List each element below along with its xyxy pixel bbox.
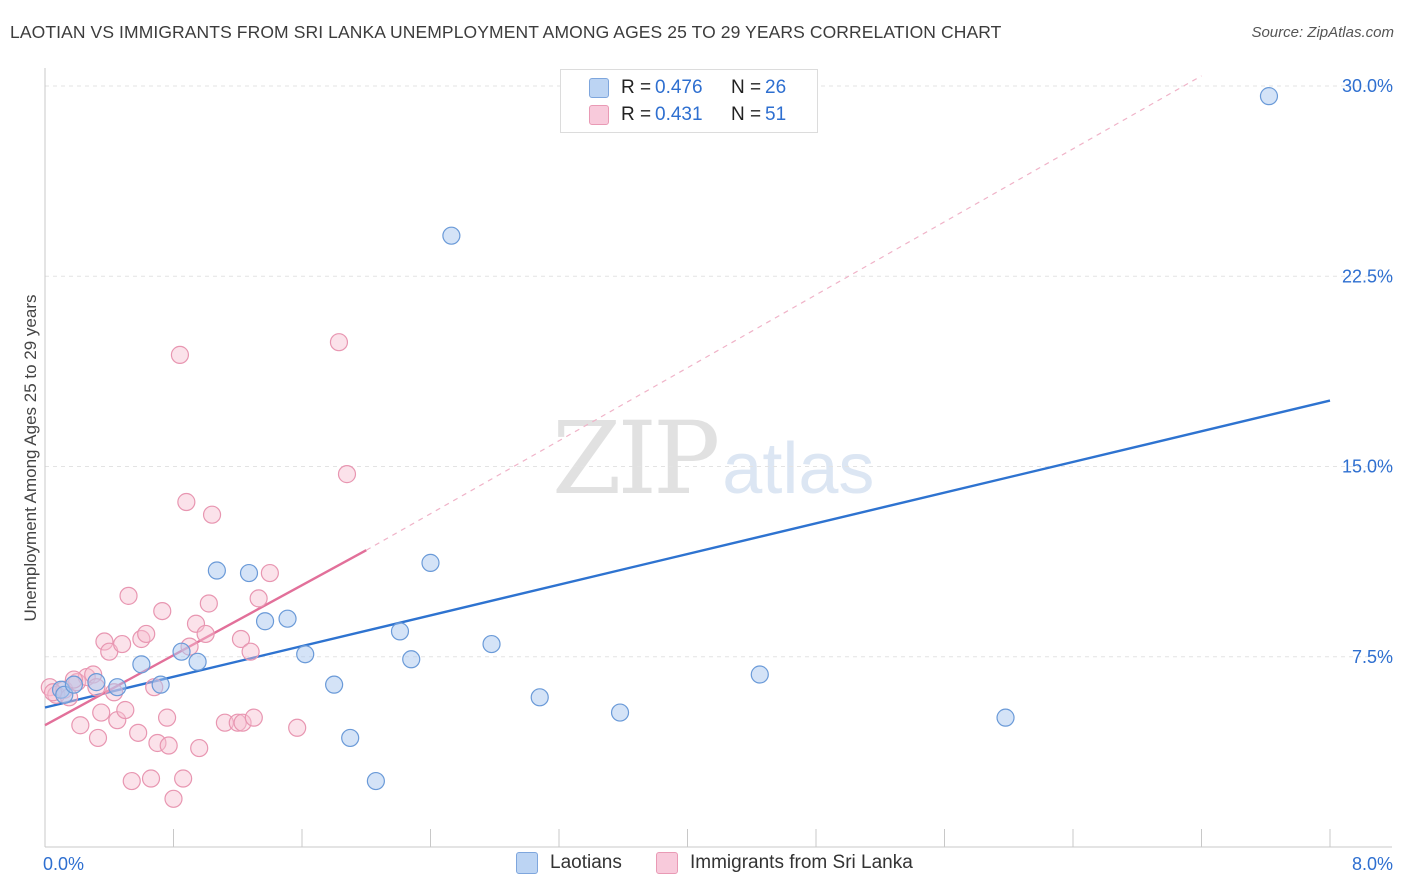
laotians-point: [151, 675, 170, 694]
laotians-point: [996, 708, 1015, 727]
srilanka-point: [329, 333, 349, 352]
r-label: R =: [621, 104, 652, 125]
correlation-legend: R = 0.476 N = 26 R = 0.431 N = 51: [560, 69, 818, 133]
srilanka-point: [241, 642, 260, 661]
laotians-point: [325, 675, 344, 694]
n-label: N =: [731, 104, 762, 125]
r-value-srilanka: 0.431: [655, 104, 703, 125]
chart-title: LAOTIAN VS IMMIGRANTS FROM SRI LANKA UNE…: [10, 22, 1002, 42]
y-tick-label: 30.0%: [1342, 76, 1393, 96]
legend-item-srilanka[interactable]: Immigrants from Sri Lanka: [656, 852, 913, 874]
srilanka-point: [112, 634, 132, 654]
srilanka-trend-line: [44, 549, 367, 727]
srilanka-point: [244, 708, 263, 727]
y-tick-label: 22.5%: [1342, 266, 1393, 286]
laotians-point: [482, 634, 501, 654]
srilanka-point: [159, 736, 178, 755]
srilanka-point: [337, 465, 357, 484]
legend-row-laotians: R = 0.476 N = 26: [561, 75, 817, 101]
srilanka-point: [132, 629, 151, 649]
srilanka-point: [137, 624, 156, 644]
tick-labels: 7.5% 15.0% 22.5% 30.0% 0.0% 8.0%: [43, 76, 1393, 874]
laotians-swatch: [589, 78, 609, 98]
srilanka-point: [153, 601, 172, 621]
laotians-point: [366, 771, 385, 791]
srilanka-point: [170, 345, 190, 364]
laotians-point: [132, 655, 151, 674]
srilanka-point: [119, 586, 138, 605]
srilanka-point: [116, 700, 135, 720]
laotians-point: [207, 561, 226, 580]
srilanka-point: [199, 594, 218, 613]
srilanka-point: [190, 738, 209, 758]
srilanka-point: [129, 723, 148, 742]
r-value-laotians: 0.476: [655, 77, 703, 98]
srilanka-legend-label: Immigrants from Sri Lanka: [690, 852, 913, 873]
srilanka-point: [231, 629, 251, 649]
n-label: N =: [731, 77, 762, 98]
srilanka-point: [228, 713, 247, 732]
laotians-point: [87, 673, 106, 692]
x-tick-label: 8.0%: [1352, 854, 1393, 874]
srilanka-point: [71, 716, 90, 735]
laotians-point: [442, 226, 461, 245]
laotians-point: [341, 728, 360, 748]
n-value-srilanka: 51: [765, 104, 787, 125]
laotians-point: [188, 652, 207, 671]
srilanka-point: [174, 769, 193, 788]
srilanka-point: [196, 624, 215, 644]
laotians-point: [296, 645, 315, 664]
laotians-point: [278, 609, 297, 628]
legend-row-srilanka: R = 0.431 N = 51: [561, 102, 817, 128]
data-points: [40, 87, 1279, 808]
srilanka-trend-extension: [365, 75, 1202, 551]
srilanka-point: [233, 713, 252, 732]
axes: [44, 68, 1392, 848]
laotians-point: [239, 563, 259, 583]
srilanka-point: [249, 589, 268, 608]
laotians-trend-line: [44, 399, 1331, 709]
srilanka-legend-swatch: [656, 852, 678, 874]
srilanka-point: [260, 563, 279, 583]
srilanka-point: [202, 505, 222, 524]
chart-source: Source: ZipAtlas.com: [1251, 24, 1394, 41]
laotians-point: [172, 642, 191, 661]
laotians-point: [1259, 87, 1279, 106]
srilanka-point: [88, 728, 108, 748]
srilanka-point: [122, 771, 141, 791]
srilanka-swatch: [589, 105, 609, 125]
laotians-legend-swatch: [516, 852, 538, 874]
srilanka-point: [148, 733, 167, 753]
srilanka-point: [157, 708, 177, 727]
laotians-legend-label: Laotians: [550, 852, 622, 873]
srilanka-point: [177, 492, 196, 512]
srilanka-point: [164, 789, 183, 808]
trend-lines: [44, 75, 1331, 727]
srilanka-point: [288, 718, 307, 737]
y-tick-label: 7.5%: [1352, 647, 1393, 667]
legend-item-laotians[interactable]: Laotians: [516, 852, 622, 874]
y-tick-label: 15.0%: [1342, 457, 1393, 477]
srilanka-point: [95, 632, 114, 651]
laotians-point: [255, 612, 275, 631]
y-axis-label: Unemployment Among Ages 25 to 29 years: [21, 295, 40, 622]
srilanka-point: [92, 703, 111, 722]
srilanka-point: [141, 769, 161, 788]
laotians-point: [402, 650, 421, 669]
r-label: R =: [621, 77, 652, 98]
laotians-point: [750, 665, 769, 684]
x-tick-label: 0.0%: [43, 854, 84, 874]
laotians-point: [610, 703, 630, 722]
laotians-point: [108, 678, 127, 697]
laotians-point: [64, 675, 84, 694]
laotians-point: [530, 688, 549, 707]
n-value-laotians: 26: [765, 77, 787, 98]
srilanka-point: [215, 713, 234, 732]
laotians-point: [421, 553, 440, 572]
laotians-point: [390, 622, 410, 641]
